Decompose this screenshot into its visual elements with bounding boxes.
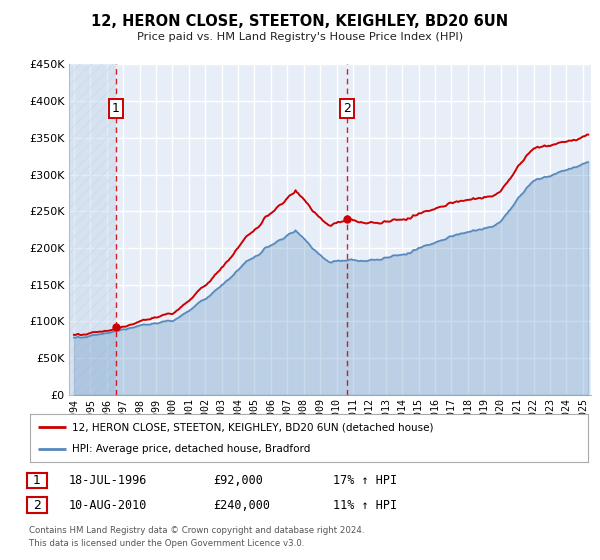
Text: This data is licensed under the Open Government Licence v3.0.: This data is licensed under the Open Gov… [29,539,304,548]
Text: 11% ↑ HPI: 11% ↑ HPI [333,498,397,512]
Text: HPI: Average price, detached house, Bradford: HPI: Average price, detached house, Brad… [72,444,310,454]
Text: 12, HERON CLOSE, STEETON, KEIGHLEY, BD20 6UN: 12, HERON CLOSE, STEETON, KEIGHLEY, BD20… [91,14,509,29]
Text: Contains HM Land Registry data © Crown copyright and database right 2024.: Contains HM Land Registry data © Crown c… [29,526,364,535]
Text: £92,000: £92,000 [213,474,263,487]
Bar [69,64,116,395]
Text: 17% ↑ HPI: 17% ↑ HPI [333,474,397,487]
Text: £240,000: £240,000 [213,498,270,512]
Text: 1: 1 [112,102,119,115]
Text: 2: 2 [343,102,350,115]
Text: 10-AUG-2010: 10-AUG-2010 [69,498,148,512]
Text: 18-JUL-1996: 18-JUL-1996 [69,474,148,487]
Text: 2: 2 [33,498,41,512]
Text: 12, HERON CLOSE, STEETON, KEIGHLEY, BD20 6UN (detached house): 12, HERON CLOSE, STEETON, KEIGHLEY, BD20… [72,422,433,432]
Text: 1: 1 [33,474,41,487]
Text: Price paid vs. HM Land Registry's House Price Index (HPI): Price paid vs. HM Land Registry's House … [137,32,463,43]
